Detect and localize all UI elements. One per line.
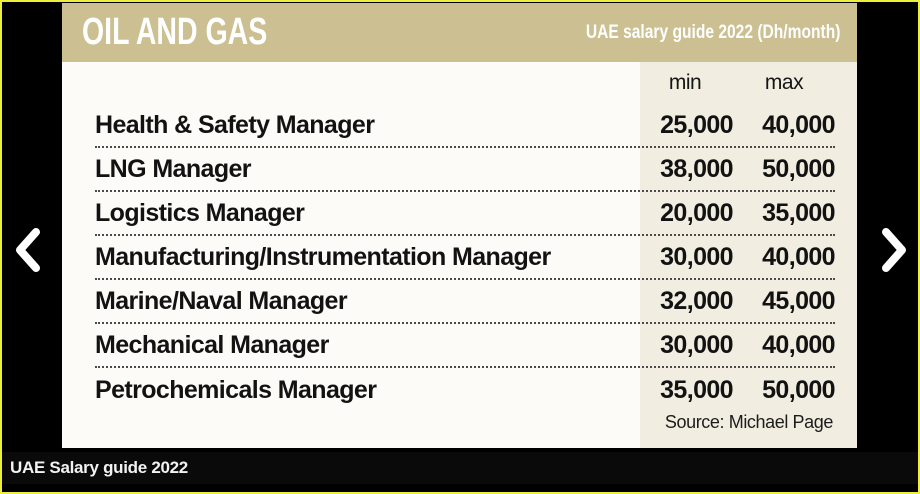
row-max-value: 50,000 <box>762 154 835 183</box>
values-column-band <box>640 62 857 448</box>
table-row: Manufacturing/Instrumentation Manager 30… <box>95 236 836 280</box>
carousel-prev-button[interactable] <box>12 226 42 274</box>
table-row: Marine/Naval Manager 32,000 45,000 <box>95 280 836 324</box>
table-row: Mechanical Manager 30,000 40,000 <box>95 324 836 368</box>
table-row: LNG Manager 38,000 50,000 <box>95 148 836 192</box>
salary-table: min max Health & Safety Manager 25,000 4… <box>62 62 857 448</box>
slide-header-band: OIL AND GAS UAE salary guide 2022 (Dh/mo… <box>62 3 857 62</box>
table-header-row: min max <box>95 62 835 104</box>
table-body: Health & Safety Manager 25,000 40,000 LN… <box>95 104 836 412</box>
row-max-value: 35,000 <box>762 198 835 227</box>
table-row: Petrochemicals Manager 35,000 50,000 <box>95 368 836 412</box>
row-label: Petrochemicals Manager <box>95 375 377 404</box>
row-label: Logistics Manager <box>95 198 305 227</box>
column-header-max: max <box>764 71 804 94</box>
column-header-min: min <box>668 71 702 94</box>
image-caption-bar: UAE Salary guide 2022 <box>2 452 918 484</box>
row-max-value: 40,000 <box>762 330 835 359</box>
row-label: Manufacturing/Instrumentation Manager <box>95 242 551 271</box>
row-label: Marine/Naval Manager <box>95 286 348 315</box>
page-subtitle: UAE salary guide 2022 (Dh/month) <box>585 21 840 43</box>
row-min-value: 38,000 <box>660 154 733 183</box>
salary-table-card: min max Health & Safety Manager 25,000 4… <box>62 62 857 448</box>
row-min-value: 30,000 <box>660 330 733 359</box>
page-title: OIL AND GAS <box>82 11 268 53</box>
row-label: Health & Safety Manager <box>95 110 375 139</box>
row-min-value: 20,000 <box>660 198 733 227</box>
row-label: LNG Manager <box>95 154 252 183</box>
row-min-value: 25,000 <box>660 110 733 139</box>
row-max-value: 40,000 <box>762 110 835 139</box>
table-row: Logistics Manager 20,000 35,000 <box>95 192 836 236</box>
source-row: Source: Michael Page <box>95 412 835 448</box>
row-min-value: 35,000 <box>660 375 733 404</box>
salary-table-slide: OIL AND GAS UAE salary guide 2022 (Dh/mo… <box>62 3 857 448</box>
row-max-value: 50,000 <box>762 375 835 404</box>
row-min-value: 30,000 <box>660 242 733 271</box>
chevron-left-icon <box>14 228 40 272</box>
source-credit: Source: Michael Page <box>664 412 834 432</box>
row-label: Mechanical Manager <box>95 330 329 359</box>
row-min-value: 32,000 <box>660 286 733 315</box>
image-caption: UAE Salary guide 2022 <box>10 458 188 477</box>
row-max-value: 45,000 <box>762 286 835 315</box>
row-max-value: 40,000 <box>762 242 835 271</box>
table-row: Health & Safety Manager 25,000 40,000 <box>95 104 836 148</box>
carousel-next-button[interactable] <box>880 226 910 274</box>
chevron-right-icon <box>882 228 908 272</box>
